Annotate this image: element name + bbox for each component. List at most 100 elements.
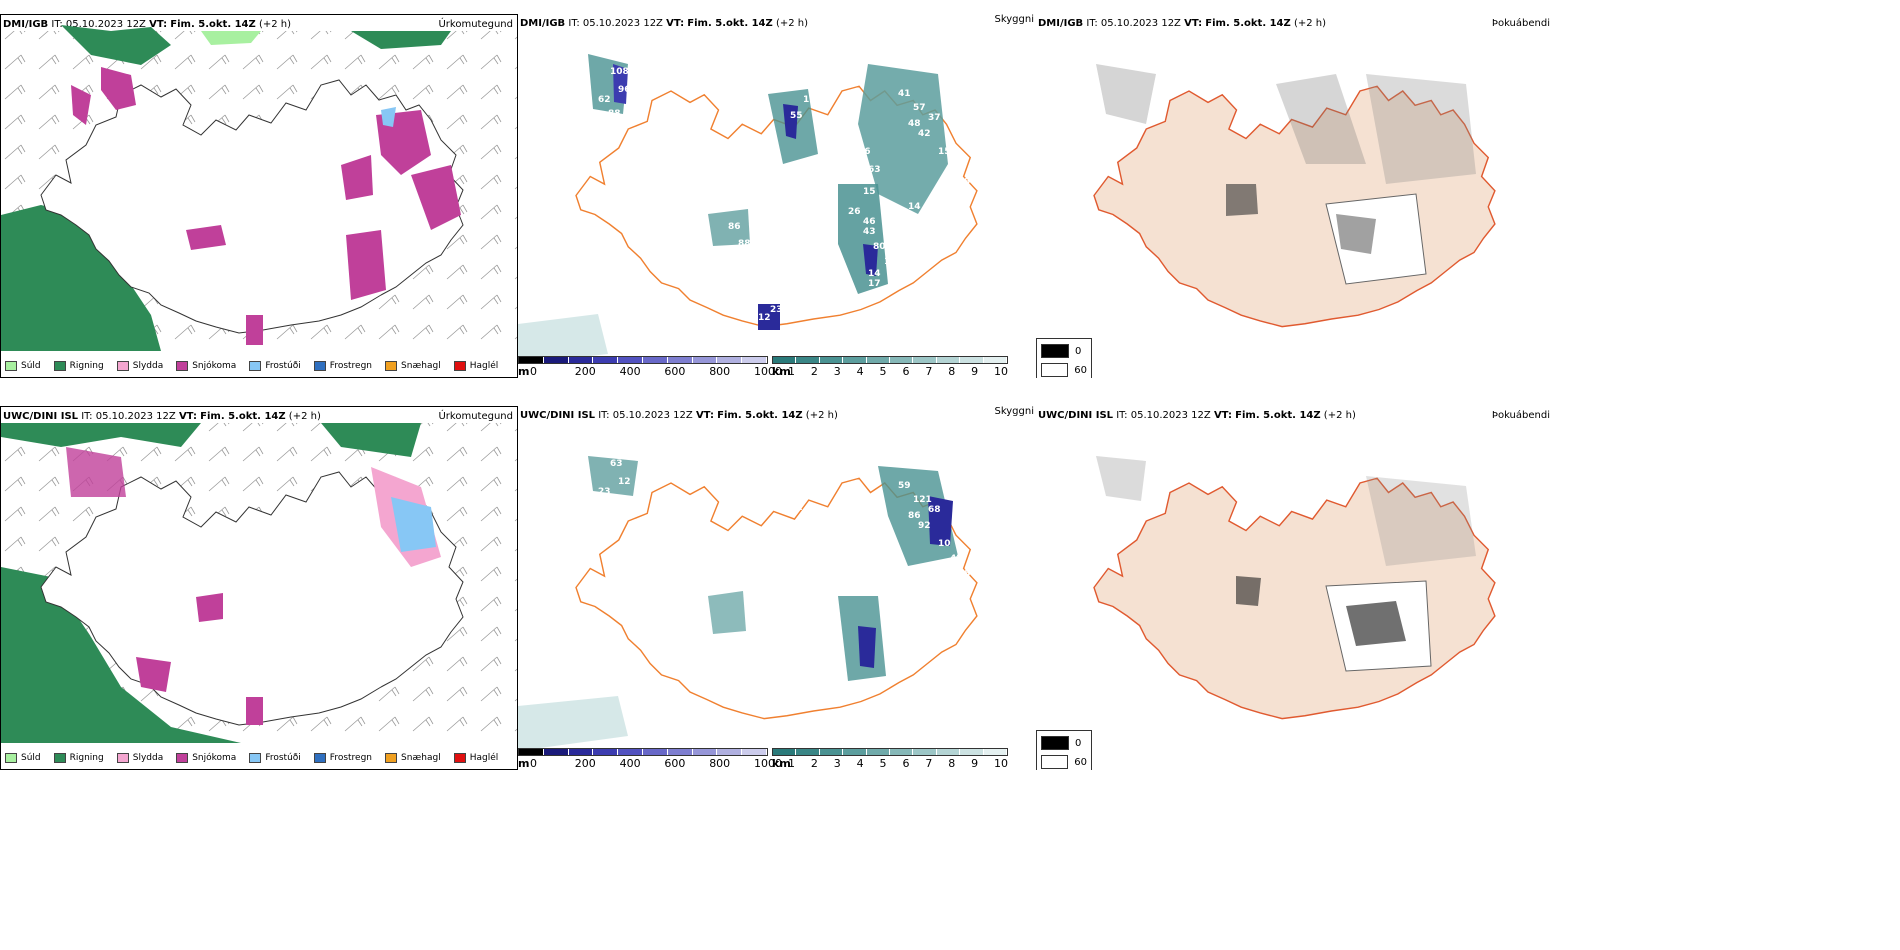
scale-color: [890, 749, 914, 755]
legend-item: Slydda: [116, 753, 163, 763]
visibility-value: 29: [958, 177, 971, 187]
legend-item: Frostregn: [313, 753, 372, 763]
visibility-value: 55: [790, 111, 803, 121]
scale-tick: 10: [994, 757, 1008, 770]
panel-title: Úrkomutegund: [438, 19, 513, 30]
scale-tick: 5: [879, 365, 887, 378]
visibility-value: 26: [608, 501, 621, 511]
rain-area: [1, 423, 201, 447]
legend-swatch: [53, 361, 66, 371]
scale-color: [618, 749, 643, 755]
visibility-value: 59: [898, 481, 911, 491]
visibility-value: 14: [868, 269, 881, 279]
scale-unit: km: [772, 757, 791, 770]
scale-tick: 600: [664, 757, 686, 770]
rain-area: [321, 423, 421, 457]
scale-color: [913, 749, 937, 755]
visibility-value: 17: [868, 279, 881, 289]
scale-tick: 600: [664, 365, 686, 378]
scale-unit: m: [518, 757, 530, 770]
scale-tick: 6: [902, 757, 910, 770]
scale-tick: 3: [833, 757, 841, 770]
scale-color: [913, 357, 937, 363]
visibility-value: 14: [908, 202, 921, 212]
visibility-value: 36: [858, 539, 871, 549]
legend-label: Frostregn: [329, 361, 373, 371]
legend-swatch: [176, 361, 189, 371]
legend-swatch: [116, 361, 129, 371]
legend-label: Snjókoma: [192, 361, 237, 371]
visibility-value: 68: [928, 505, 941, 515]
legend-label: Súld: [21, 753, 41, 763]
scale-color: [742, 357, 767, 363]
visibility-value: 37: [928, 113, 941, 123]
legend-swatch: [53, 753, 66, 763]
legend-item: Rigning: [53, 361, 104, 371]
scale-tick: 8: [948, 757, 956, 770]
panel-header: DMI/IGB IT: 05.10.2023 12Z VT: Fim. 5.ok…: [520, 18, 809, 29]
visibility-value: 24: [868, 557, 881, 567]
visibility-value: 63: [610, 459, 623, 469]
scale-color: [819, 749, 844, 755]
legend-swatch: [453, 361, 466, 371]
freezing-drizzle-area: [391, 497, 436, 552]
scale-tick: 4: [856, 757, 864, 770]
snow-area: [341, 155, 373, 200]
scale-tick: 3: [833, 365, 841, 378]
panel-header: DMI/IGB IT: 05.10.2023 12Z VT: Fim. 5.ok…: [1038, 18, 1327, 29]
visibility-value: 45: [946, 579, 959, 589]
legend-swatch: [5, 361, 17, 371]
rain-area: [1, 205, 161, 351]
model-name: UWC/DINI ISL: [3, 411, 79, 422]
precip-map: [1, 423, 517, 743]
legend-swatch: [385, 753, 398, 763]
scale-tick: 800: [709, 365, 731, 378]
legend-swatch: [313, 753, 326, 763]
visibility-value: 92: [918, 521, 931, 531]
snow-area: [196, 593, 223, 622]
drizzle-area: [201, 31, 261, 45]
legend-label: Súld: [21, 361, 41, 371]
scale-color: [960, 749, 984, 755]
visibility-value: 57: [913, 103, 926, 113]
scale-tick: 10: [994, 365, 1008, 378]
scale-color: [936, 749, 961, 755]
scale-color: [568, 357, 594, 363]
visibility-value: 23: [598, 487, 611, 497]
scale-tick: 8: [948, 365, 956, 378]
scale-color: [936, 357, 961, 363]
scale-tick: 0: [530, 757, 537, 770]
scale-color: [960, 357, 984, 363]
scale-tick: 1: [788, 365, 795, 378]
panel-header: UWC/DINI ISL IT: 05.10.2023 12Z VT: Fim.…: [520, 410, 838, 421]
fog-panel-uwc: UWC/DINI ISL IT: 05.10.2023 12Z VT: Fim.…: [1036, 406, 1552, 770]
legend-label: Frostúði: [265, 361, 301, 371]
visibility-scale-km: km 1 2 3 4 5 6 7 8 9 10: [772, 356, 1008, 378]
scale-color: [717, 749, 743, 755]
legend-item: Súld: [5, 753, 41, 763]
visibility-value: 26: [858, 147, 871, 157]
scale-color: [593, 749, 619, 755]
fog-map: [1093, 456, 1496, 720]
visibility-value: 45: [958, 569, 971, 579]
panel-title: Skyggni: [994, 14, 1034, 25]
legend-label: Slydda: [132, 361, 164, 371]
visibility-value: 96: [618, 85, 631, 95]
scale-color: [519, 357, 544, 363]
scale-tick: 9: [971, 757, 979, 770]
scale-color: [593, 357, 619, 363]
scale-color: [717, 357, 743, 363]
panel-title: Úrkomutegund: [438, 411, 513, 422]
scale-tick: 7: [925, 757, 933, 770]
scale-tick: 1: [788, 757, 795, 770]
scale-tick: 7: [925, 365, 933, 378]
scale-tick: 6: [902, 365, 910, 378]
visibility-panel-uwc: UWC/DINI ISL IT: 05.10.2023 12Z VT: Fim.…: [518, 406, 1036, 770]
rain-area: [1, 567, 241, 743]
visibility-value: 15: [863, 187, 876, 197]
panel-title: Þokuábendi: [1491, 18, 1550, 29]
scale-tick: 1000: [754, 365, 782, 378]
visibility-value: 14: [863, 579, 876, 589]
visibility-value: 86: [728, 222, 741, 232]
